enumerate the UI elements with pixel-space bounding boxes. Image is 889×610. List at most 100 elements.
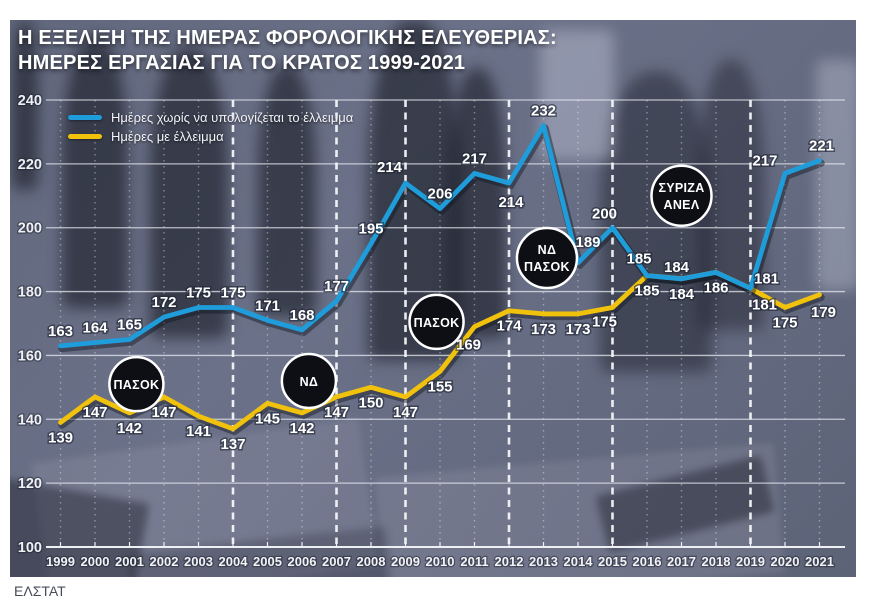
blue-value-label: 217 xyxy=(462,150,487,167)
x-axis-year-label: 2004 xyxy=(219,554,249,569)
y-axis-tick-label: 100 xyxy=(18,540,42,556)
government-circle-label: ΝΔ xyxy=(538,243,557,257)
x-axis-year-label: 2016 xyxy=(633,554,662,569)
blue-value-label: 195 xyxy=(358,221,383,238)
blue-value-label: 221 xyxy=(809,138,834,155)
y-axis-tick-label: 200 xyxy=(18,221,42,237)
blue-value-label: 171 xyxy=(255,297,280,314)
x-axis-year-label: 2001 xyxy=(115,554,144,569)
legend-item-no-deficit: Ημέρες χωρίς να υπολογίζεται το έλλειμμα xyxy=(68,108,353,127)
yellow-value-label: 173 xyxy=(565,321,590,338)
x-axis-year-label: 2014 xyxy=(564,554,594,569)
yellow-value-label: 147 xyxy=(151,404,176,421)
x-axis-year-label: 2013 xyxy=(529,554,558,569)
blue-value-label: 200 xyxy=(592,206,617,223)
government-circle xyxy=(515,226,579,290)
x-axis-year-label: 2015 xyxy=(598,554,627,569)
person-silhouette xyxy=(150,48,228,338)
background-highlight xyxy=(816,60,856,290)
government-circle xyxy=(108,355,165,413)
person-silhouette xyxy=(62,38,128,308)
x-axis-year-label: 2021 xyxy=(805,554,834,569)
person-silhouette xyxy=(448,68,506,338)
background-photo xyxy=(10,20,856,577)
blue-value-label: 181 xyxy=(754,270,779,287)
blue-value-label: 172 xyxy=(151,294,176,311)
blue-value-label: 217 xyxy=(752,152,777,169)
blue-value-label: 163 xyxy=(48,323,73,340)
blue-line xyxy=(58,123,822,349)
background-highlight xyxy=(540,30,614,160)
x-axis-year-label: 2010 xyxy=(426,554,455,569)
x-axis-year-label: 2007 xyxy=(322,554,351,569)
yellow-value-label: 181 xyxy=(752,296,777,313)
blue-value-label: 168 xyxy=(289,307,314,324)
yellow-value-label: 150 xyxy=(358,394,383,411)
x-axis-year-label: 2012 xyxy=(495,554,524,569)
government-circle-label: ΠΑΣΟΚ xyxy=(524,260,570,274)
government-circle-label: ΑΝΕΛ xyxy=(664,198,700,212)
y-axis-tick-label: 120 xyxy=(18,476,42,492)
legend-swatch-blue xyxy=(68,115,102,120)
government-circle-label: ΝΔ xyxy=(300,375,319,389)
blue-line-shadow xyxy=(58,124,825,353)
chart-title-line2: ΗΜΕΡΕΣ ΕΡΓΑΣΙΑΣ ΓΙΑ ΤΟ ΚΡΑΤΟΣ 1999-2021 xyxy=(18,52,466,74)
blue-value-label: 189 xyxy=(575,234,600,251)
government-circle-label: ΠΑΣΟΚ xyxy=(113,378,159,392)
legend-label: Ημέρες με έλλειμμα xyxy=(111,129,224,144)
x-axis-year-label: 2017 xyxy=(667,554,696,569)
yellow-value-label: 174 xyxy=(496,318,522,335)
blue-value-label: 177 xyxy=(324,278,349,295)
yellow-value-label: 185 xyxy=(634,283,659,300)
blue-value-label: 214 xyxy=(377,159,403,176)
blue-value-label: 184 xyxy=(664,259,690,276)
blue-value-label: 165 xyxy=(117,316,142,333)
x-axis-year-label: 2006 xyxy=(288,554,317,569)
yellow-value-label: 186 xyxy=(703,279,728,296)
y-axis-tick-label: 220 xyxy=(18,157,42,173)
y-axis-tick-label: 180 xyxy=(18,285,42,301)
legend-swatch-yellow xyxy=(68,134,102,139)
yellow-value-label: 142 xyxy=(117,420,142,437)
legend-item-with-deficit: Ημέρες με έλλειμμα xyxy=(68,127,353,146)
blue-value-label: 185 xyxy=(626,251,651,268)
x-axis-year-label: 1999 xyxy=(46,554,75,569)
yellow-value-label: 137 xyxy=(220,436,245,453)
yellow-value-label: 184 xyxy=(669,286,695,303)
yellow-value-label: 169 xyxy=(456,337,481,354)
person-silhouette xyxy=(258,66,316,316)
yellow-value-label: 147 xyxy=(324,404,349,421)
x-axis-year-label: 2019 xyxy=(736,554,765,569)
yellow-value-label: 179 xyxy=(811,304,836,321)
background-shape xyxy=(12,20,38,190)
yellow-value-label: 173 xyxy=(531,321,556,338)
x-axis-year-label: 2018 xyxy=(702,554,731,569)
yellow-value-label: 145 xyxy=(255,410,280,427)
government-circle-label: ΠΑΣΟΚ xyxy=(414,316,460,330)
yellow-value-label: 142 xyxy=(289,420,314,437)
x-axis-year-label: 2020 xyxy=(771,554,800,569)
source-label: ΕΛΣΤΑΤ xyxy=(14,583,66,599)
blue-value-label: 175 xyxy=(220,285,245,302)
blue-value-label: 164 xyxy=(82,320,108,337)
x-axis-year-label: 2000 xyxy=(81,554,110,569)
government-circle xyxy=(280,352,338,410)
yellow-value-label: 147 xyxy=(393,404,418,421)
x-axis-year-label: 2003 xyxy=(184,554,213,569)
yellow-value-label: 147 xyxy=(82,404,107,421)
legend: Ημέρες χωρίς να υπολογίζεται το έλλειμμα… xyxy=(68,108,353,146)
blue-value-label: 214 xyxy=(498,194,524,211)
government-circle-label: ΣΥΡΙΖΑ xyxy=(658,181,704,195)
x-axis-year-label: 2002 xyxy=(150,554,179,569)
yellow-value-label: 139 xyxy=(48,429,73,446)
yellow-value-label: 175 xyxy=(592,314,617,331)
blue-value-label: 206 xyxy=(427,186,452,203)
yellow-value-label: 175 xyxy=(772,315,797,332)
y-axis-tick-label: 240 xyxy=(18,93,42,109)
x-axis-year-label: 2008 xyxy=(357,554,386,569)
government-circle xyxy=(408,293,465,351)
chart-title: Η ΕΞΕΛΙΞΗ ΤΗΣ ΗΜΕΡΑΣ ΦΟΡΟΛΟΓΙΚΗΣ ΕΛΕΥΘΕΡ… xyxy=(18,26,557,76)
legend-label: Ημέρες χωρίς να υπολογίζεται το έλλειμμα xyxy=(111,110,354,125)
